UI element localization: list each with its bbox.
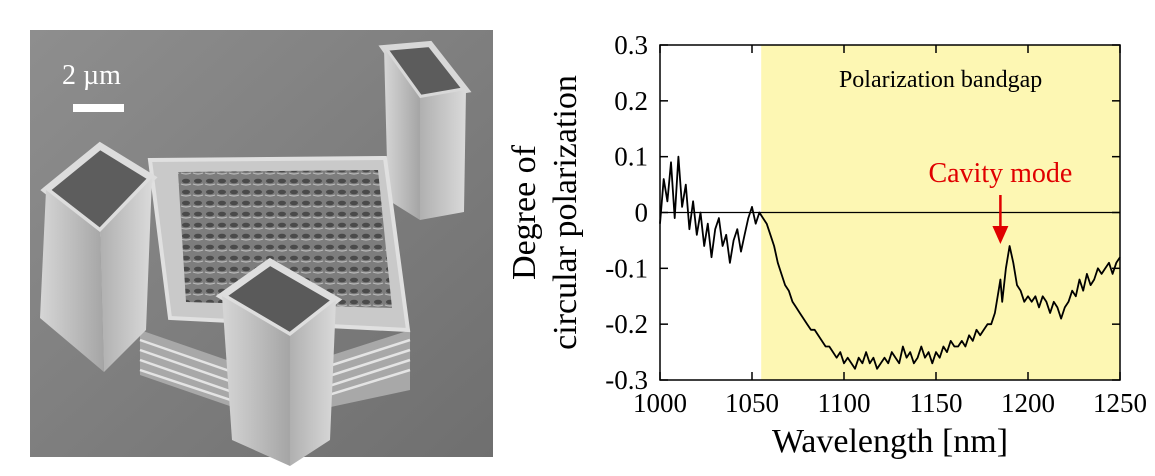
x-tick-label: 1050 — [725, 388, 779, 418]
sem-micrograph: 2 µm — [30, 30, 493, 466]
x-tick-label: 1200 — [1001, 388, 1055, 418]
plot-frame — [659, 44, 1121, 381]
y-axis-label-line2: circular polarization — [547, 75, 584, 350]
series-line-dcp — [659, 155, 1121, 370]
x-tick-label: 1250 — [1093, 388, 1147, 418]
y-tick-label: 0.3 — [614, 30, 648, 60]
scale-bar — [73, 104, 124, 112]
pillar-front — [215, 257, 343, 466]
y-axis-label-line1: Degree of — [506, 144, 543, 280]
y-tick-label: 0 — [635, 198, 649, 228]
pillar-left — [40, 141, 158, 372]
scale-bar-label: 2 µm — [62, 60, 121, 91]
cavity-mode-arrowhead — [992, 226, 1009, 244]
cavity-mode-label: Cavity mode — [928, 158, 1072, 189]
y-tick-label: 0.1 — [614, 142, 648, 172]
pillar-top-right — [378, 40, 472, 220]
y-tick-label: 0.2 — [614, 86, 648, 116]
x-tick-label: 1150 — [910, 388, 963, 418]
x-tick-label: 1100 — [818, 388, 871, 418]
y-tick-label: -0.2 — [605, 309, 648, 339]
bandgap-label: Polarization bandgap — [839, 67, 1042, 93]
y-tick-label: -0.3 — [605, 365, 648, 395]
y-tick-label: -0.1 — [605, 253, 648, 283]
x-tick-label: 1000 — [633, 388, 687, 418]
x-axis-label: Wavelength [nm] — [772, 423, 1008, 460]
